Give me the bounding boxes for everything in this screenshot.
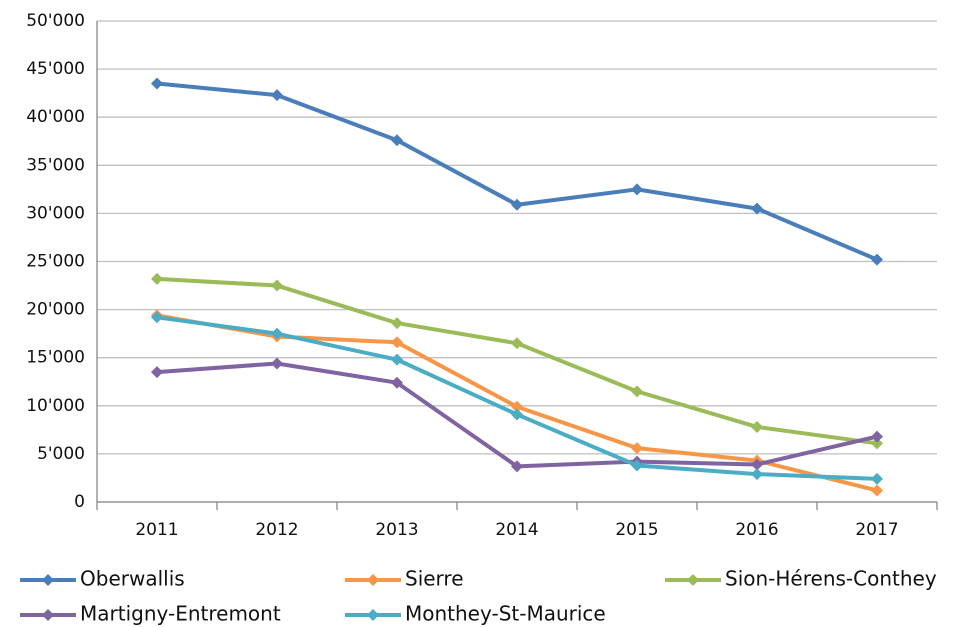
y-tick-label: 10'000: [26, 396, 85, 416]
y-tick-label: 20'000: [26, 300, 85, 320]
x-tick-label: 2013: [375, 520, 418, 540]
legend-label: Oberwallis: [80, 567, 185, 591]
y-tick-label: 45'000: [26, 59, 85, 79]
point-marker: [391, 134, 403, 147]
x-tick-label: 2017: [855, 520, 898, 540]
point-marker: [391, 317, 403, 330]
point-marker: [151, 366, 163, 379]
legend-label: Monthey-St-Maurice: [405, 602, 606, 626]
x-tick-label: 2014: [495, 520, 538, 540]
y-tick-label: 30'000: [26, 203, 85, 223]
point-marker: [511, 460, 523, 473]
point-marker: [511, 408, 523, 421]
legend-marker: [42, 574, 54, 586]
point-marker: [871, 437, 883, 450]
point-marker: [631, 183, 643, 196]
point-marker: [391, 376, 403, 389]
x-tick-label: 2011: [135, 520, 178, 540]
point-marker: [151, 77, 163, 90]
point-marker: [391, 353, 403, 366]
legend-marker: [42, 609, 54, 621]
x-tick-label: 2012: [255, 520, 298, 540]
legend-marker: [687, 574, 699, 586]
y-tick-label: 40'000: [26, 107, 85, 127]
point-marker: [631, 385, 643, 398]
point-marker: [751, 202, 763, 215]
point-marker: [271, 89, 283, 102]
point-marker: [631, 459, 643, 472]
legend-label: Sion-Hérens-Conthey: [725, 567, 937, 591]
series-line: [156, 81, 878, 262]
y-tick-label: 25'000: [26, 252, 85, 272]
point-marker: [751, 468, 763, 481]
y-tick-label: 35'000: [26, 155, 85, 175]
point-marker: [871, 253, 883, 266]
point-marker: [511, 400, 523, 413]
y-tick-label: 0: [74, 492, 85, 512]
x-tick-label: 2016: [735, 520, 778, 540]
y-tick-label: 50'000: [26, 11, 85, 31]
legend-marker: [367, 574, 379, 586]
point-marker: [271, 279, 283, 292]
y-tick-label: 15'000: [26, 348, 85, 368]
legend-marker: [367, 609, 379, 621]
point-marker: [151, 272, 163, 285]
point-marker: [871, 472, 883, 485]
point-marker: [511, 198, 523, 211]
point-marker: [751, 420, 763, 433]
legend-label: Sierre: [405, 567, 464, 591]
point-marker: [511, 337, 523, 350]
point-marker: [871, 430, 883, 443]
point-marker: [271, 327, 283, 340]
point-marker: [271, 357, 283, 370]
x-tick-label: 2015: [615, 520, 658, 540]
point-marker: [631, 442, 643, 455]
y-tick-label: 5'000: [37, 444, 85, 464]
legend-label: Martigny-Entremont: [80, 602, 281, 626]
point-marker: [151, 311, 163, 324]
point-marker: [751, 458, 763, 471]
point-marker: [391, 336, 403, 349]
point-marker: [871, 484, 883, 497]
